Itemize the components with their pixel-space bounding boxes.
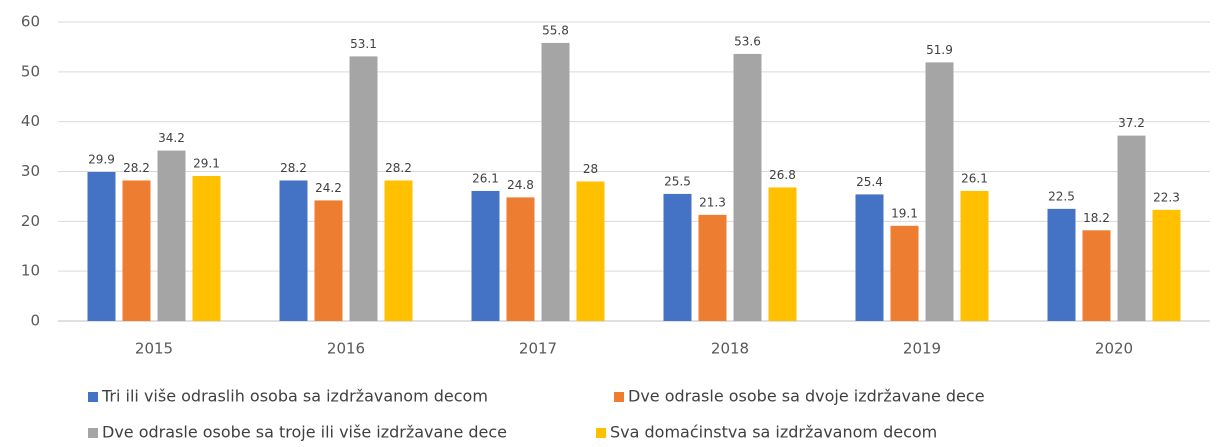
y-tick-label: 10: [21, 262, 40, 280]
x-tick-label: 2016: [327, 340, 365, 358]
bar: [733, 53, 762, 321]
bar: [314, 200, 343, 321]
value-label: 25.5: [664, 174, 691, 188]
legend-swatch: [614, 392, 624, 402]
bar: [1152, 209, 1181, 321]
bar: [192, 175, 221, 321]
value-label: 53.6: [734, 34, 761, 48]
bar: [279, 180, 308, 321]
y-tick-label: 50: [21, 62, 40, 80]
y-tick-label: 40: [21, 112, 40, 130]
value-label: 18.2: [1083, 211, 1110, 225]
legend-swatch: [88, 428, 98, 438]
value-label: 28: [583, 162, 598, 176]
value-label: 26.1: [472, 171, 499, 185]
bar: [541, 42, 570, 322]
value-label: 29.9: [88, 152, 115, 166]
value-label: 28.2: [280, 161, 307, 175]
bar: [87, 171, 116, 321]
value-label: 34.2: [158, 131, 185, 145]
value-label: 26.1: [961, 171, 988, 185]
value-label: 24.8: [507, 178, 534, 192]
legend-swatch: [596, 428, 606, 438]
value-label: 21.3: [699, 195, 726, 209]
x-tick-label: 2015: [135, 340, 173, 358]
y-tick-label: 30: [21, 162, 40, 180]
value-label: 26.8: [769, 168, 796, 182]
y-tick-label: 0: [30, 312, 40, 330]
value-label: 55.8: [542, 23, 569, 37]
x-tick-label: 2018: [711, 340, 749, 358]
y-tick-label: 20: [21, 212, 40, 230]
legend-swatch: [88, 392, 98, 402]
legend-label: Dve odrasle osobe sa troje ili više izdr…: [102, 423, 507, 442]
bar: [349, 56, 378, 321]
x-tick-label: 2020: [1095, 340, 1133, 358]
legend-label: Tri ili više odraslih osoba sa izdržavan…: [101, 387, 488, 406]
bar: [1047, 208, 1076, 321]
x-tick-label: 2017: [519, 340, 557, 358]
value-label: 51.9: [926, 43, 953, 57]
bar: [768, 187, 797, 321]
value-label: 37.2: [1118, 116, 1145, 130]
value-label: 25.4: [856, 175, 883, 189]
value-label: 19.1: [891, 206, 918, 220]
legend-label: Dve odrasle osobe sa dvoje izdržavane de…: [628, 387, 985, 406]
bar: [157, 150, 186, 321]
bar: [663, 193, 692, 321]
value-label: 28.2: [123, 161, 150, 175]
value-label: 53.1: [350, 37, 377, 51]
bar: [1082, 230, 1111, 321]
bar: [122, 180, 151, 321]
bar: [1117, 135, 1146, 321]
bar: [384, 180, 413, 321]
value-label: 29.1: [193, 156, 220, 170]
value-label: 22.3: [1153, 190, 1180, 204]
bar: [890, 225, 919, 321]
y-tick-label: 60: [21, 13, 40, 31]
bar: [471, 190, 500, 321]
bar: [698, 214, 727, 321]
x-tick-label: 2019: [903, 340, 941, 358]
bar: [855, 194, 884, 321]
bar: [576, 181, 605, 321]
legend-label: Sva domaćinstva sa izdržavanom decom: [610, 423, 937, 442]
value-label: 22.5: [1048, 189, 1075, 203]
value-label: 24.2: [315, 181, 342, 195]
bar: [506, 197, 535, 321]
bar: [960, 190, 989, 321]
bar: [925, 62, 954, 322]
value-label: 28.2: [385, 161, 412, 175]
